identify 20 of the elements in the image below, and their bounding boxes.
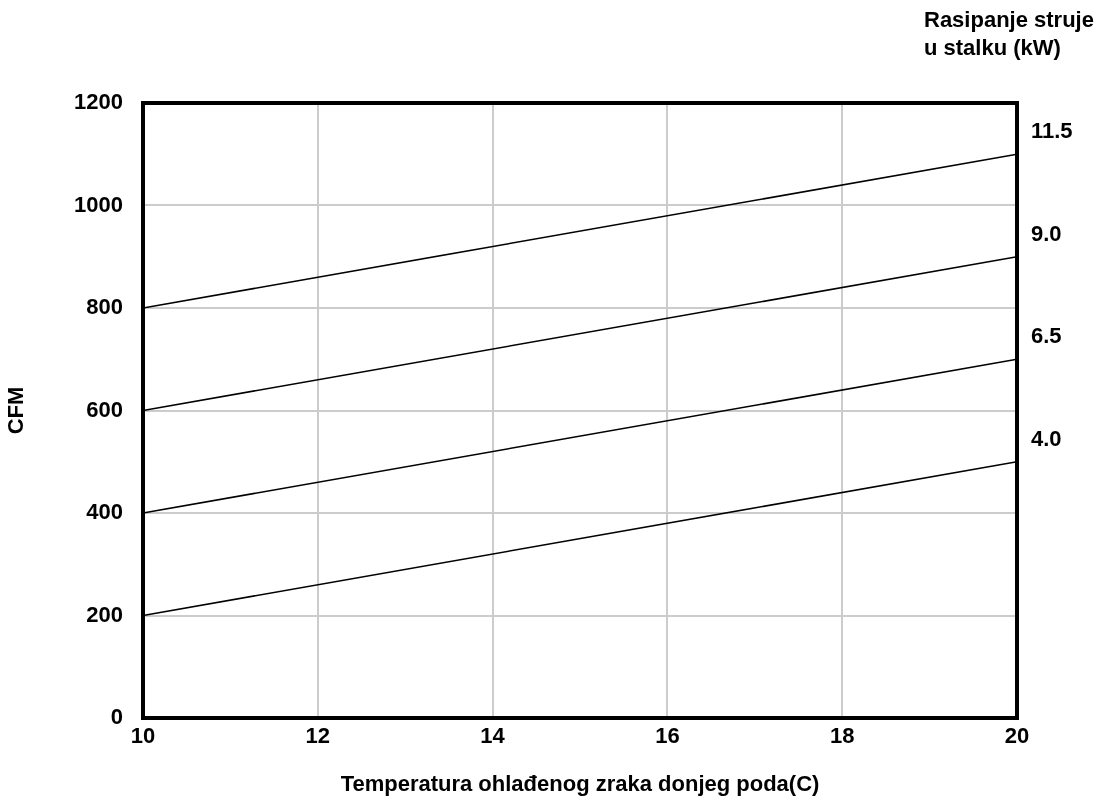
x-tick-label: 18	[829, 723, 855, 749]
y-tick-label: 1200	[74, 89, 123, 115]
x-tick-label: 10	[130, 723, 156, 749]
x-tick-label: 16	[655, 723, 680, 749]
y-tick-label: 1000	[74, 191, 123, 217]
y-tick-label: 200	[86, 601, 123, 627]
y-tick-label: 800	[86, 294, 123, 320]
series-label: 4.0	[1031, 425, 1062, 451]
series-label: 9.0	[1031, 220, 1062, 246]
x-axis-title: Temperatura ohlađenog zraka donjeg poda(C)	[340, 770, 820, 796]
y-tick-label: 400	[86, 499, 123, 525]
legend-title: Rasipanje struje u stalku (kW)	[924, 6, 1095, 62]
x-tick-label: 14	[480, 723, 506, 749]
series-label: 11.5	[1031, 118, 1073, 144]
x-tick-label: 12	[305, 723, 331, 749]
x-tick-label: 20	[1004, 723, 1030, 749]
series-label: 6.5	[1031, 323, 1062, 349]
y-tick-label: 0	[110, 704, 123, 730]
y-axis-title: CFM	[3, 386, 29, 435]
y-tick-label: 600	[86, 396, 123, 422]
